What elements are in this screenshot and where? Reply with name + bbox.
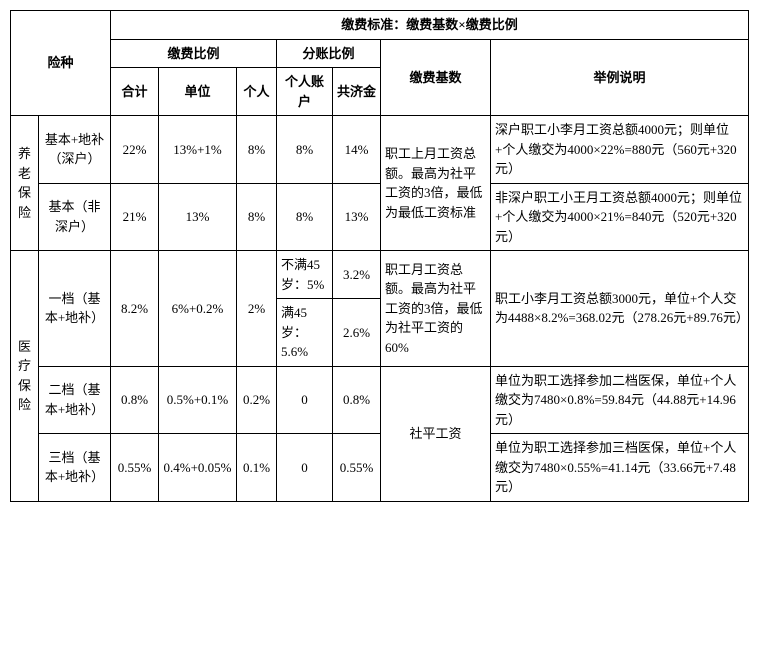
pension-example2: 非深户职工小王月工资总额4000元；则单位+个人缴交为4000×21%=840元… (491, 183, 749, 251)
medical-tier1-pool-a: 3.2% (333, 251, 381, 299)
header-standard: 缴费标准：缴费基数×缴费比例 (111, 11, 749, 40)
medical-tier2-unit: 0.5%+0.1% (159, 366, 237, 434)
header-split-ratio: 分账比例 (277, 39, 381, 68)
header-person: 个人 (237, 68, 277, 116)
table-row: 二档（基本+地补） 0.8% 0.5%+0.1% 0.2% 0 0.8% 社平工… (11, 366, 749, 434)
header-base: 缴费基数 (381, 39, 491, 116)
medical-base-shared: 社平工资 (381, 366, 491, 501)
medical-tier1-total: 8.2% (111, 251, 159, 367)
table-row: 基本（非深户） 21% 13% 8% 8% 13% 非深户职工小王月工资总额40… (11, 183, 749, 251)
pension-acct2: 8% (277, 183, 333, 251)
medical-tier1-base: 职工月工资总额。最高为社平工资的3倍，最低为社平工资的60% (381, 251, 491, 367)
pension-total1: 22% (111, 116, 159, 184)
header-total: 合计 (111, 68, 159, 116)
medical-tier3-total: 0.55% (111, 434, 159, 502)
insurance-table: 险种 缴费标准：缴费基数×缴费比例 缴费比例 分账比例 缴费基数 举例说明 合计… (10, 10, 749, 502)
medical-tier2-total: 0.8% (111, 366, 159, 434)
pension-unit2: 13% (159, 183, 237, 251)
header-example: 举例说明 (491, 39, 749, 116)
header-ratio: 缴费比例 (111, 39, 277, 68)
medical-tier1-unit: 6%+0.2% (159, 251, 237, 367)
medical-tier1-acct-b: 满45岁：5.6% (277, 299, 333, 367)
medical-tier2-example: 单位为职工选择参加二档医保，单位+个人缴交为7480×0.8%=59.84元（4… (491, 366, 749, 434)
pension-sub2: 基本（非深户） (39, 183, 111, 251)
header-personal-acct: 个人账户 (277, 68, 333, 116)
medical-tier3-acct: 0 (277, 434, 333, 502)
table-row: 养老保险 基本+地补（深户） 22% 13%+1% 8% 8% 14% 职工上月… (11, 116, 749, 184)
pension-example1: 深户职工小李月工资总额4000元；则单位+个人缴交为4000×22%=880元（… (491, 116, 749, 184)
pension-pool1: 14% (333, 116, 381, 184)
medical-tier2-pool: 0.8% (333, 366, 381, 434)
pension-sub1: 基本+地补（深户） (39, 116, 111, 184)
pension-pool2: 13% (333, 183, 381, 251)
medical-tier1-pool-b: 2.6% (333, 299, 381, 367)
medical-tier2-person: 0.2% (237, 366, 277, 434)
medical-tier1-person: 2% (237, 251, 277, 367)
pension-acct1: 8% (277, 116, 333, 184)
pension-total2: 21% (111, 183, 159, 251)
medical-tier2-sub: 二档（基本+地补） (39, 366, 111, 434)
header-insurance-type: 险种 (11, 11, 111, 116)
table-header-row: 险种 缴费标准：缴费基数×缴费比例 (11, 11, 749, 40)
table-row: 医疗保险 一档（基本+地补） 8.2% 6%+0.2% 2% 不满45岁：5% … (11, 251, 749, 299)
category-pension: 养老保险 (11, 116, 39, 251)
table-header-row: 缴费比例 分账比例 缴费基数 举例说明 (11, 39, 749, 68)
medical-tier3-unit: 0.4%+0.05% (159, 434, 237, 502)
pension-person2: 8% (237, 183, 277, 251)
medical-tier3-example: 单位为职工选择参加三档医保，单位+个人缴交为7480×0.55%=41.14元（… (491, 434, 749, 502)
table-row: 三档（基本+地补） 0.55% 0.4%+0.05% 0.1% 0 0.55% … (11, 434, 749, 502)
category-medical: 医疗保险 (11, 251, 39, 502)
medical-tier3-pool: 0.55% (333, 434, 381, 502)
medical-tier1-acct-a: 不满45岁：5% (277, 251, 333, 299)
pension-person1: 8% (237, 116, 277, 184)
pension-unit1: 13%+1% (159, 116, 237, 184)
header-unit: 单位 (159, 68, 237, 116)
medical-tier3-sub: 三档（基本+地补） (39, 434, 111, 502)
header-pooling: 共济金 (333, 68, 381, 116)
medical-tier1-example: 职工小李月工资总额3000元，单位+个人交为4488×8.2%=368.02元（… (491, 251, 749, 367)
pension-base: 职工上月工资总额。最高为社平工资的3倍，最低为最低工资标准 (381, 116, 491, 251)
medical-tier2-acct: 0 (277, 366, 333, 434)
medical-tier1-sub: 一档（基本+地补） (39, 251, 111, 367)
medical-tier3-person: 0.1% (237, 434, 277, 502)
